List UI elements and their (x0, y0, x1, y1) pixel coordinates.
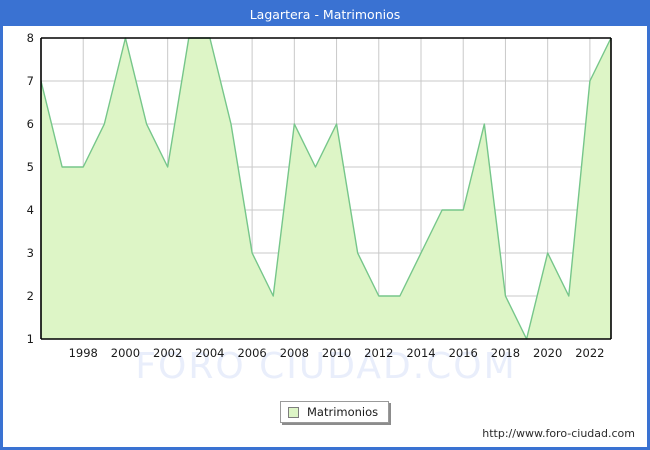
chart-legend[interactable]: Matrimonios (280, 401, 390, 423)
x-axis-tick-label: 1998 (69, 346, 98, 360)
y-axis-tick-label: 6 (27, 117, 34, 131)
x-axis-tick-label: 2016 (449, 346, 478, 360)
x-axis-tick-label: 2018 (491, 346, 520, 360)
x-axis-tick-label: 2002 (153, 346, 182, 360)
legend-swatch-matrimonios (288, 406, 299, 418)
x-axis-tick-label: 2014 (406, 346, 435, 360)
y-axis-tick-label: 8 (27, 31, 34, 45)
plot-area: FORO CIUDAD.COM 1 2 3 4 5 6 7 8 1998 2000 2002 2004 2… (3, 26, 647, 447)
y-axis-tick-label: 4 (27, 203, 34, 217)
x-axis-tick-label: 2000 (111, 346, 140, 360)
x-axis-tick-label: 2008 (280, 346, 309, 360)
y-axis-tick-label: 2 (27, 289, 34, 303)
series-line-matrimonios[interactable] (40, 37, 612, 340)
x-axis-tick-label: 2020 (533, 346, 562, 360)
x-axis-tick-label: 2010 (322, 346, 351, 360)
x-axis-tick-label: 2012 (364, 346, 393, 360)
x-axis-tick-label: 2022 (575, 346, 604, 360)
y-axis-tick-label: 3 (27, 246, 34, 260)
y-axis-tick-label: 7 (27, 74, 34, 88)
watermark-text: FORO CIUDAD.COM (135, 346, 516, 387)
window-title: Lagartera - Matrimonios (3, 3, 647, 26)
y-axis-tick-label: 1 (27, 332, 34, 346)
x-axis-tick-label: 2006 (237, 346, 266, 360)
legend-label-matrimonios: Matrimonios (307, 405, 379, 419)
y-axis-tick-label: 5 (27, 160, 34, 174)
series-area-matrimonios (41, 38, 611, 339)
area-chart: FORO CIUDAD.COM 1 2 3 4 5 6 7 8 1998 2000 2002 2004 2… (27, 31, 612, 387)
source-url[interactable]: http://www.foro-ciudad.com (482, 427, 635, 440)
x-axis-tick-label: 2004 (195, 346, 224, 360)
